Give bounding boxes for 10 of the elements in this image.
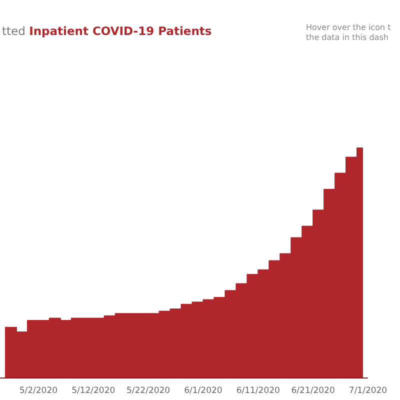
x-tick-label: 7/1/2020: [348, 386, 388, 396]
x-tick-label: 5/22/2020: [126, 386, 170, 396]
x-tick-label: 5/2/2020: [19, 386, 58, 396]
x-tick-label: 6/1/2020: [184, 386, 222, 396]
x-tick-label: 6/11/2020: [236, 386, 280, 396]
x-tick-label: 5/12/2020: [72, 386, 116, 396]
text: Hover over the icon t: [306, 23, 391, 32]
chart-title: tted Inpatient COVID-19 Patients: [2, 24, 212, 38]
x-tick-label: 6/21/2020: [291, 386, 335, 396]
text: the data in this dash: [306, 33, 388, 42]
